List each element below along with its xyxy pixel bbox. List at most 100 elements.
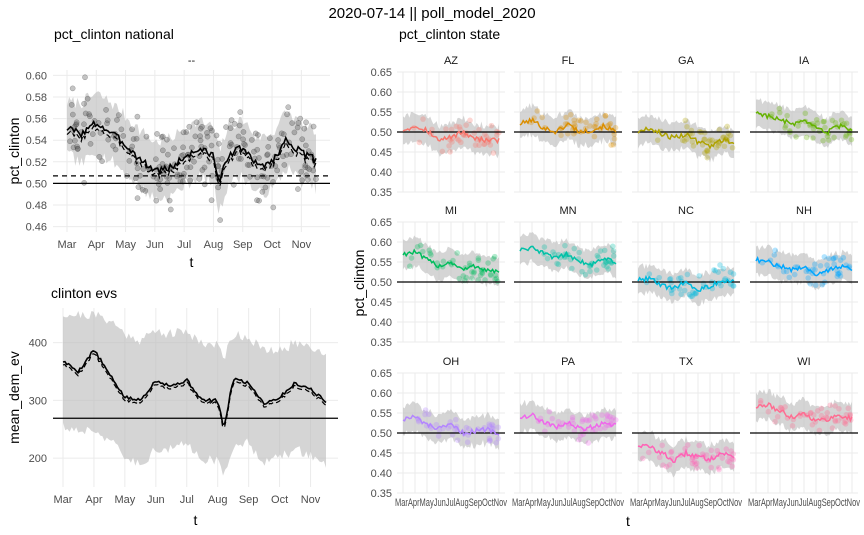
state-poll-point	[610, 141, 617, 148]
state-panel-oh: OH	[397, 356, 505, 494]
state-poll-point	[490, 256, 497, 262]
state-poll-point	[691, 291, 698, 297]
state-poll-point	[472, 142, 479, 148]
state-poll-point	[604, 416, 611, 423]
state-mean-line	[755, 255, 853, 277]
state-poll-point	[705, 138, 712, 145]
state-poll-point	[704, 154, 711, 161]
national-poll-point	[228, 117, 235, 123]
state-facet-label: MI	[445, 205, 457, 217]
state-poll-point	[837, 257, 844, 263]
state-poll-point	[835, 271, 842, 277]
state-x-tick-labels: MarAprMayJunJulAugSepOctNov	[512, 497, 624, 509]
state-panel-title: pct_clinton state	[399, 26, 500, 42]
state-y-tick: 0.50	[371, 277, 392, 289]
state-poll-point	[701, 136, 708, 143]
state-poll-point	[605, 266, 612, 272]
national-y-tick: 0.54	[26, 135, 47, 147]
state-poll-point	[771, 252, 778, 258]
state-y-tick: 0.60	[371, 388, 392, 400]
state-poll-point	[765, 408, 772, 415]
state-poll-point	[571, 117, 577, 123]
national-poll-point	[135, 184, 142, 190]
national-poll-point	[174, 171, 181, 178]
state-mean-line	[519, 412, 617, 432]
national-poll-point	[259, 188, 266, 195]
state-y-tick: 0.65	[371, 368, 392, 380]
national-poll-point	[157, 186, 163, 192]
state-poll-point	[656, 274, 662, 281]
national-poll-point	[134, 195, 141, 202]
state-poll-point	[420, 116, 426, 122]
state-facet-label: FL	[562, 55, 575, 67]
national-poll-point	[204, 130, 210, 136]
state-poll-point	[439, 148, 446, 155]
national-poll-point	[118, 126, 125, 133]
national-poll-point	[237, 109, 244, 115]
evs-y-tick: 200	[29, 453, 47, 465]
state-poll-point	[539, 114, 545, 121]
state-poll-point	[829, 117, 836, 124]
national-poll-point	[154, 131, 160, 137]
state-poll-point	[460, 273, 467, 279]
national-mean-dashed-line	[66, 124, 317, 188]
national-poll-point	[133, 135, 140, 142]
state-poll-point	[827, 402, 834, 409]
state-poll-point	[453, 123, 460, 130]
national-x-tick: May	[115, 239, 136, 251]
state-poll-point	[456, 124, 463, 130]
state-y-tick: 0.35	[371, 488, 392, 500]
national-poll-point	[74, 146, 81, 152]
state-poll-point	[795, 123, 801, 129]
national-poll-point	[206, 158, 212, 165]
state-poll-point	[715, 139, 721, 146]
state-poll-point	[778, 405, 784, 411]
state-interval-band	[638, 113, 734, 163]
national-facet-label: --	[188, 55, 196, 67]
state-poll-point	[487, 271, 494, 278]
state-poll-point	[729, 463, 736, 470]
national-poll-point	[264, 151, 271, 158]
state-poll-point	[555, 261, 562, 268]
national-poll-point	[134, 113, 141, 120]
state-poll-point	[724, 123, 731, 130]
state-poll-point	[609, 417, 615, 423]
national-poll-point	[86, 111, 92, 118]
national-poll-point	[140, 166, 147, 172]
state-poll-point	[493, 275, 500, 282]
national-poll-point	[87, 140, 94, 147]
state-poll-point	[701, 136, 707, 143]
state-facet-label: IA	[799, 55, 810, 67]
state-poll-point	[696, 273, 703, 279]
national-poll-point	[228, 141, 235, 148]
national-poll-point	[166, 197, 173, 204]
state-poll-point	[663, 463, 670, 470]
state-poll-point	[703, 452, 710, 458]
state-poll-point	[458, 139, 464, 146]
national-poll-point	[262, 184, 269, 191]
national-poll-point	[159, 161, 166, 167]
state-poll-point	[611, 136, 618, 142]
national-poll-point	[104, 117, 111, 124]
state-poll-point	[824, 262, 830, 268]
state-poll-point	[840, 254, 847, 261]
state-facet-label: MN	[559, 205, 576, 217]
state-poll-point	[789, 423, 796, 429]
national-poll-point	[143, 133, 150, 140]
state-poll-point	[646, 271, 653, 277]
state-poll-point	[569, 265, 575, 272]
state-poll-point	[463, 274, 470, 281]
state-poll-point	[486, 435, 493, 442]
evs-interval-band	[63, 311, 326, 476]
state-poll-point	[723, 446, 730, 452]
state-poll-point	[776, 109, 783, 116]
national-poll-point	[186, 123, 193, 130]
national-poll-point	[260, 173, 267, 180]
national-poll-point	[192, 133, 199, 140]
state-poll-point	[809, 421, 816, 428]
state-poll-point	[837, 270, 843, 276]
state-poll-point	[830, 255, 837, 262]
national-chart: 0.46 0.48 0.50 0.52 0.54 0.56 0.58 0.60 Mar Apr Ma…	[6, 55, 330, 270]
national-poll-point	[217, 217, 224, 223]
